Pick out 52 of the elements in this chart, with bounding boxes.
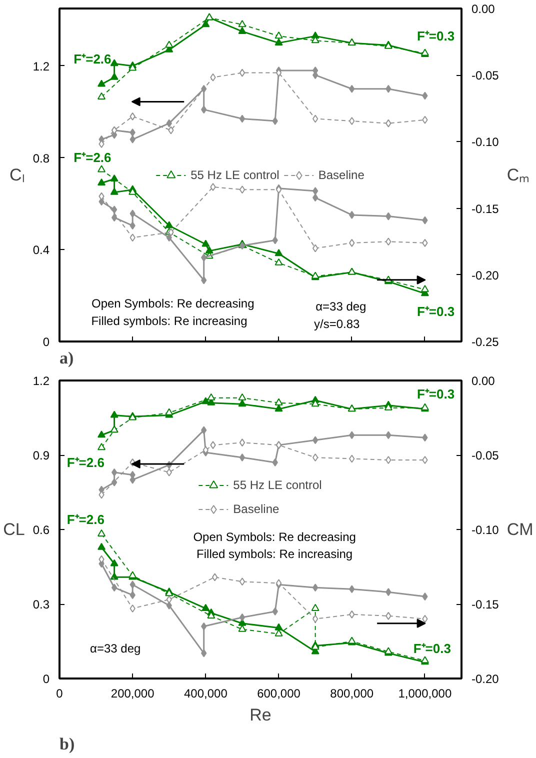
annotation: Filled symbols: Re increasing	[196, 547, 353, 562]
annotation: F⁺=0.3	[416, 386, 455, 402]
x-tick-label: 400,000	[184, 686, 228, 700]
y-tick-label: 0.9	[32, 448, 50, 462]
text: a)	[60, 348, 74, 368]
legend-label: 55 Hz LE control	[233, 478, 322, 492]
annotation: Open Symbols: Re decreasing	[91, 296, 254, 311]
y2-tick-label: -0.20	[472, 672, 500, 686]
y-tick-label: 0.6	[32, 523, 50, 537]
y-tick-label: 1.2	[32, 59, 50, 74]
x-tick-label: 200,000	[110, 686, 155, 700]
y2-tick-label: -0.15	[472, 598, 500, 612]
x-tick-label: 600,000	[257, 686, 301, 700]
y-tick-label: 0	[42, 335, 50, 349]
y2-tick-label: 0.00	[472, 2, 496, 16]
y-tick-label: 0.3	[32, 598, 50, 612]
annotation: y/s=0.83	[314, 316, 360, 331]
legend-label: Baseline	[318, 168, 364, 182]
legend-label: 55 Hz LE control	[190, 168, 280, 182]
annotation: F⁺=0.3	[416, 28, 455, 44]
annotation: Filled symbols: Re increasing	[91, 314, 248, 328]
y2-tick-label: -0.05	[472, 448, 500, 462]
legend-label: Baseline	[233, 502, 280, 516]
y2-tick-label: -0.15	[472, 202, 500, 216]
y2-tick-label: 0.00	[472, 374, 496, 388]
y2-axis-title: CM	[506, 520, 534, 539]
annotation: F⁺=0.3	[413, 641, 451, 656]
annotation: F⁺=0.3	[416, 304, 455, 320]
y-axis-title: CL	[3, 520, 25, 539]
y-tick-label: 0.8	[32, 151, 50, 166]
x-axis-title: Re	[250, 706, 272, 724]
y-tick-label: 0.4	[32, 243, 50, 258]
y2-tick-label: -0.05	[472, 68, 500, 83]
text: b)	[60, 734, 75, 754]
y2-tick-label: -0.25	[472, 335, 500, 349]
annotation: α=33 deg	[90, 642, 141, 656]
annotation: F⁺=2.6	[74, 150, 112, 166]
y-axis-title: Cₗ	[10, 166, 25, 184]
y-tick-label: 0	[42, 672, 50, 686]
x-tick-label: 0	[56, 686, 64, 700]
annotation: F⁺=2.6	[66, 454, 104, 470]
y2-axis-title: Cₘ	[506, 166, 530, 184]
x-tick-label: 1,000,000	[398, 686, 452, 700]
x-tick-label: 800,000	[330, 686, 374, 700]
annotation: F⁺=2.6	[66, 512, 104, 528]
y2-tick-label: -0.20	[472, 268, 500, 282]
y2-tick-label: -0.10	[472, 523, 500, 537]
annotation: F⁺=2.6	[74, 52, 112, 67]
y2-tick-label: -0.10	[472, 135, 500, 150]
y-tick-label: 1.2	[32, 374, 50, 388]
annotation: α=33 deg	[316, 300, 366, 314]
annotation: Open Symbols: Re decreasing	[193, 530, 356, 544]
